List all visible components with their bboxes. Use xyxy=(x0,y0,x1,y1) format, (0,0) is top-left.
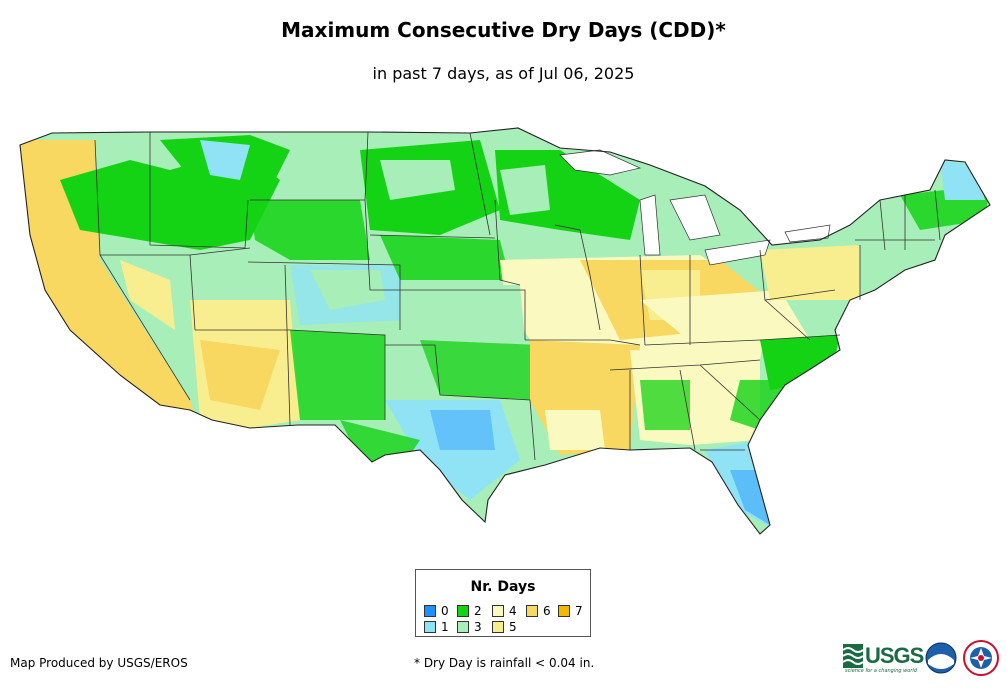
usgs-logo: USGS xyxy=(865,643,924,668)
legend-swatch xyxy=(492,621,504,633)
map-subtitle: in past 7 days, as of Jul 06, 2025 xyxy=(372,64,635,83)
legend-swatch xyxy=(424,605,436,617)
legend: Nr. Days 0 1 2 3 4 5 6 7 xyxy=(415,569,591,637)
legend-swatch xyxy=(526,605,538,617)
map-title: Maximum Consecutive Dry Days (CDD)* xyxy=(281,18,726,42)
dry-day-footnote: * Dry Day is rainfall < 0.04 in. xyxy=(414,656,595,670)
legend-label: 7 xyxy=(575,604,583,618)
legend-label: 0 xyxy=(441,604,449,618)
dryness-regions xyxy=(20,128,990,534)
legend-label: 2 xyxy=(474,604,482,618)
usgs-wave-icon xyxy=(843,644,864,668)
legend-swatch xyxy=(457,605,469,617)
legend-swatch xyxy=(558,605,570,617)
legend-item-5: 5 xyxy=(492,620,517,634)
legend-swatch xyxy=(457,621,469,633)
legend-swatch xyxy=(492,605,504,617)
legend-item-2: 2 xyxy=(457,604,482,618)
legend-label: 3 xyxy=(474,620,482,634)
legend-item-6: 6 xyxy=(526,604,551,618)
legend-swatch xyxy=(424,621,436,633)
legend-label: 1 xyxy=(441,620,449,634)
nws-logo-icon xyxy=(963,640,999,676)
map-credit: Map Produced by USGS/EROS xyxy=(10,656,188,670)
legend-item-7: 7 xyxy=(558,604,583,618)
state-boundaries xyxy=(94,131,941,461)
noaa-logo-icon xyxy=(925,642,957,674)
great-lakes xyxy=(559,149,831,266)
legend-label: 5 xyxy=(509,620,517,634)
legend-title: Nr. Days xyxy=(470,579,536,595)
legend-item-4: 4 xyxy=(492,604,517,618)
legend-item-1: 1 xyxy=(424,620,449,634)
usgs-tagline: science for a changing world xyxy=(845,668,917,674)
legend-label: 4 xyxy=(509,604,517,618)
legend-label: 6 xyxy=(543,604,551,618)
agency-logos: USGS science for a changing world xyxy=(843,640,1003,680)
legend-item-3: 3 xyxy=(457,620,482,634)
legend-item-0: 0 xyxy=(424,604,449,618)
